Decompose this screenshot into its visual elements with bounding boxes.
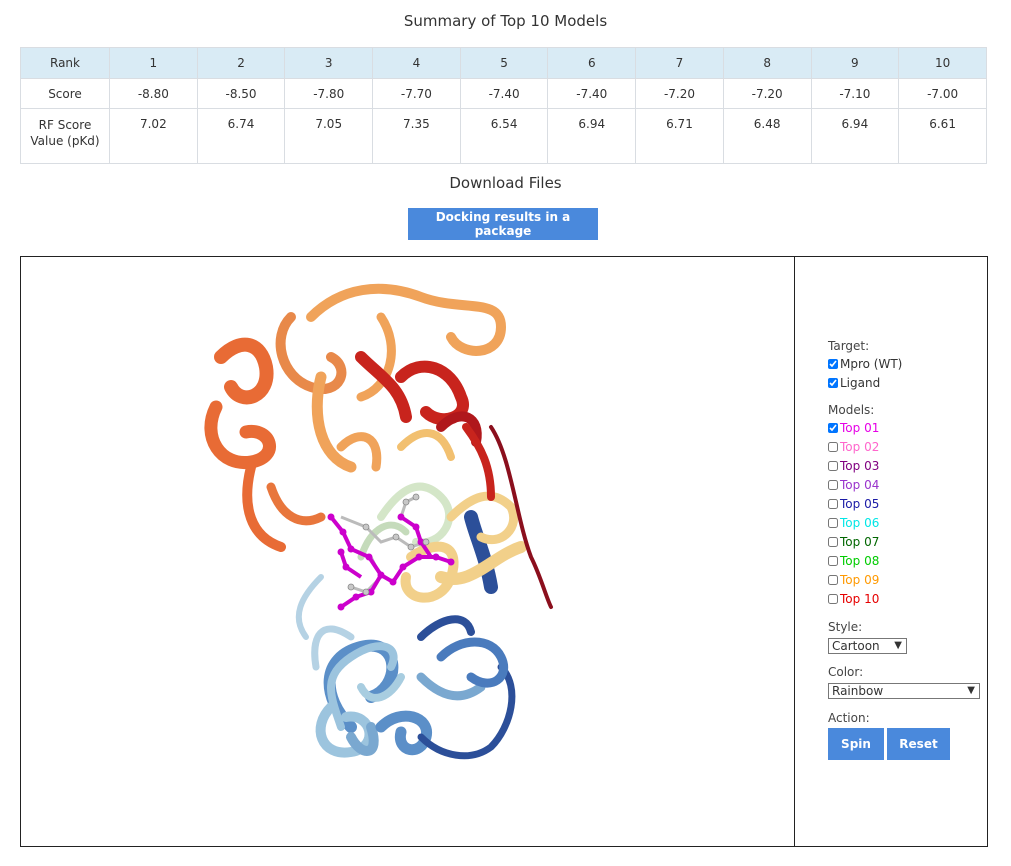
- model-toggle-2[interactable]: Top 02: [828, 440, 879, 454]
- target-mpro-checkbox[interactable]: [828, 359, 838, 369]
- model-label: Top 07: [840, 535, 880, 549]
- model-label: Top 09: [840, 573, 880, 587]
- model-toggle-9[interactable]: Top 09: [828, 573, 879, 587]
- model-toggle-6[interactable]: Top 06: [828, 516, 879, 530]
- style-label: Style:: [828, 620, 863, 634]
- protein-structure-render: [204, 283, 553, 760]
- model-toggle-3[interactable]: Top 03: [828, 459, 879, 473]
- model-checkbox[interactable]: [828, 499, 838, 509]
- chevron-down-icon: ▼: [967, 685, 975, 696]
- model-checkbox[interactable]: [828, 518, 838, 528]
- table-cell: 2: [196, 47, 286, 79]
- style-select-value: Cartoon: [832, 639, 880, 653]
- color-select-value: Rainbow: [832, 684, 884, 698]
- table-row-rf-score: RF Score Value (pKd) 7.02 6.74 7.05 7.35…: [20, 108, 987, 164]
- target-ligand-toggle[interactable]: Ligand: [828, 376, 880, 390]
- table-cell: -7.40: [459, 78, 549, 109]
- style-select[interactable]: Cartoon ▼: [828, 638, 907, 654]
- table-cell: 5: [459, 47, 549, 79]
- target-label: Target:: [828, 339, 870, 353]
- table-cell: 6.94: [810, 108, 900, 164]
- table-cell: -7.10: [810, 78, 900, 109]
- table-cell: 6.61: [898, 108, 987, 164]
- model-toggle-8[interactable]: Top 08: [828, 554, 879, 568]
- model-checkbox[interactable]: [828, 556, 838, 566]
- model-label: Top 08: [840, 554, 880, 568]
- model-toggle-10[interactable]: Top 10: [828, 592, 879, 606]
- table-cell: 7.35: [372, 108, 461, 164]
- reset-button[interactable]: Reset: [887, 728, 950, 760]
- model-label: Top 03: [840, 459, 880, 473]
- table-cell: 6.48: [722, 108, 812, 164]
- action-label: Action:: [828, 711, 870, 725]
- download-package-button[interactable]: Docking results in a package: [408, 208, 598, 240]
- table-cell: -7.80: [284, 78, 374, 109]
- color-label: Color:: [828, 665, 864, 679]
- model-label: Top 10: [840, 592, 880, 606]
- color-select[interactable]: Rainbow ▼: [828, 683, 980, 699]
- models-label: Models:: [828, 403, 875, 417]
- table-cell: -7.40: [547, 78, 637, 109]
- table-cell: 6: [547, 47, 637, 79]
- table-cell: -7.70: [372, 78, 461, 109]
- model-checkbox[interactable]: [828, 423, 838, 433]
- table-cell: 1: [109, 47, 198, 79]
- spin-button[interactable]: Spin: [828, 728, 884, 760]
- model-checkbox[interactable]: [828, 480, 838, 490]
- target-mpro-label: Mpro (WT): [840, 357, 903, 371]
- target-ligand-label: Ligand: [840, 376, 881, 390]
- table-cell: 4: [372, 47, 461, 79]
- download-files-title: Download Files: [449, 174, 562, 192]
- model-label: Top 06: [840, 516, 880, 530]
- table-cell: -7.20: [635, 78, 724, 109]
- model-checkbox[interactable]: [828, 575, 838, 585]
- summary-table: Rank 1 2 3 4 5 6 7 8 9 10 Score -8.80 -8…: [20, 47, 987, 164]
- table-cell: Score: [20, 78, 110, 109]
- model-label: Top 04: [840, 478, 880, 492]
- chevron-down-icon: ▼: [894, 640, 902, 651]
- model-toggle-4[interactable]: Top 04: [828, 478, 879, 492]
- target-ligand-checkbox[interactable]: [828, 378, 838, 388]
- model-toggle-1[interactable]: Top 01: [828, 421, 879, 435]
- table-cell: 6.71: [635, 108, 724, 164]
- table-cell: RF Score Value (pKd): [20, 108, 110, 164]
- model-checkbox[interactable]: [828, 594, 838, 604]
- molecule-viewer[interactable]: [20, 256, 794, 847]
- model-checkbox[interactable]: [828, 442, 838, 452]
- table-cell: -8.50: [196, 78, 286, 109]
- model-checkbox[interactable]: [828, 537, 838, 547]
- table-cell: -7.20: [722, 78, 812, 109]
- table-cell: 8: [722, 47, 812, 79]
- table-cell: 6.74: [196, 108, 286, 164]
- model-label: Top 01: [840, 421, 880, 435]
- table-cell: 10: [898, 47, 987, 79]
- summary-title: Summary of Top 10 Models: [403, 12, 608, 30]
- table-cell: -8.80: [109, 78, 198, 109]
- table-row-score: Score -8.80 -8.50 -7.80 -7.70 -7.40 -7.4…: [20, 78, 987, 109]
- model-label: Top 02: [840, 440, 880, 454]
- ligand-ball-and-stick: [327, 493, 455, 611]
- table-cell: 7.05: [284, 108, 374, 164]
- table-header-row: Rank 1 2 3 4 5 6 7 8 9 10: [20, 47, 987, 79]
- viewer-controls-panel: Target: Mpro (WT) Ligand Models: Top 01 T…: [794, 256, 988, 847]
- table-cell: 9: [810, 47, 900, 79]
- protein-ribbons: [204, 283, 553, 760]
- table-cell: -7.00: [898, 78, 987, 109]
- model-label: Top 05: [840, 497, 880, 511]
- table-cell: Rank: [20, 47, 110, 79]
- table-cell: 7: [635, 47, 724, 79]
- model-toggle-7[interactable]: Top 07: [828, 535, 879, 549]
- table-cell: 3: [284, 47, 374, 79]
- model-toggle-5[interactable]: Top 05: [828, 497, 879, 511]
- target-mpro-toggle[interactable]: Mpro (WT): [828, 357, 902, 371]
- table-cell: 6.54: [459, 108, 549, 164]
- model-checkbox[interactable]: [828, 461, 838, 471]
- table-cell: 6.94: [547, 108, 637, 164]
- table-cell: 7.02: [109, 108, 198, 164]
